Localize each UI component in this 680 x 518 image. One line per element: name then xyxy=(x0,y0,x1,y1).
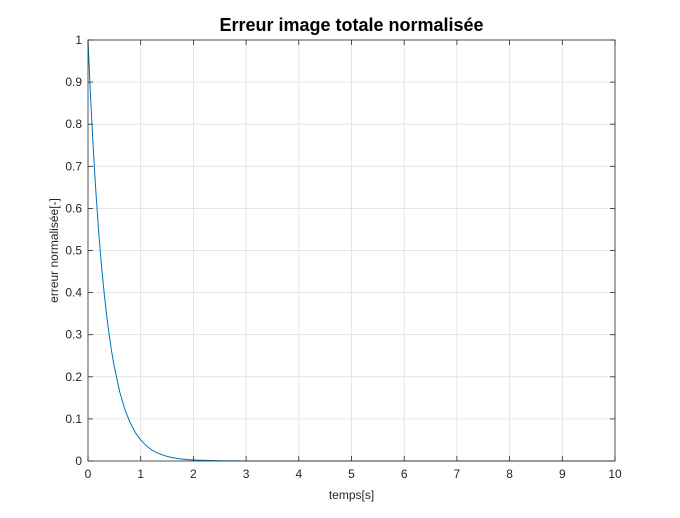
x-tick-label: 8 xyxy=(506,467,513,481)
x-tick-label: 10 xyxy=(608,467,622,481)
chart-title: Erreur image totale normalisée xyxy=(219,15,483,35)
x-tick-label: 1 xyxy=(137,467,144,481)
y-tick-labels: 0 0.1 0.2 0.3 0.4 0.5 0.6 0.7 0.8 0.9 1 xyxy=(65,33,82,468)
y-tick-label: 0.2 xyxy=(65,370,82,384)
x-tick-label: 5 xyxy=(348,467,355,481)
x-tick-label: 6 xyxy=(401,467,408,481)
y-tick-label: 0 xyxy=(75,454,82,468)
y-tick-label: 0.1 xyxy=(65,412,82,426)
x-tick-labels: 0 1 2 3 4 5 6 7 8 9 10 xyxy=(85,467,622,481)
x-tick-label: 9 xyxy=(559,467,566,481)
y-tick-label: 0.4 xyxy=(65,286,82,300)
x-axis-label: temps[s] xyxy=(329,488,374,502)
y-tick-label: 0.7 xyxy=(65,159,82,173)
y-tick-label: 0.5 xyxy=(65,244,82,258)
y-tick-label: 0.3 xyxy=(65,328,82,342)
x-tick-label: 2 xyxy=(190,467,197,481)
x-tick-label: 0 xyxy=(85,467,92,481)
x-tick-label: 3 xyxy=(243,467,250,481)
y-tick-label: 1 xyxy=(75,33,82,47)
y-tick-label: 0.8 xyxy=(65,117,82,131)
x-tick-label: 4 xyxy=(295,467,302,481)
x-tick-label: 7 xyxy=(454,467,461,481)
ticks xyxy=(87,39,616,462)
grid-lines xyxy=(88,40,615,461)
y-tick-label: 0.6 xyxy=(65,201,82,215)
y-tick-label: 0.9 xyxy=(65,75,82,89)
y-axis-label: erreur normalisée[-] xyxy=(47,198,61,303)
